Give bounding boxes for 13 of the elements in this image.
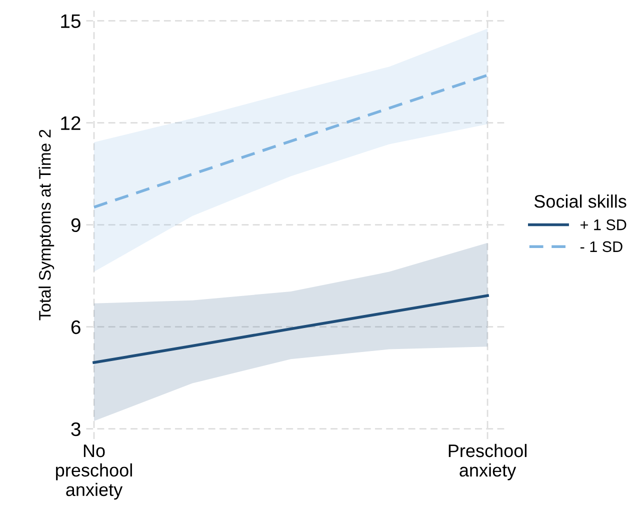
y-tick-label: 12	[61, 116, 80, 130]
line-series	[92, 74, 489, 209]
y-tick-label: 9	[71, 218, 80, 232]
line-series	[92, 294, 489, 364]
y-axis-title: Total Symptoms at Time 2	[38, 130, 54, 320]
y-tick-label: 6	[71, 320, 80, 334]
y-tick-label: 15	[61, 14, 80, 28]
legend-label: - 1 SD	[580, 241, 622, 252]
legend-title: Social skills	[534, 194, 626, 208]
y-tick-label: 3	[71, 422, 80, 436]
x-tick-label: Preschool anxiety	[448, 444, 526, 480]
x-tick-label: No preschool anxiety	[56, 444, 132, 500]
legend-label: + 1 SD	[580, 219, 626, 230]
